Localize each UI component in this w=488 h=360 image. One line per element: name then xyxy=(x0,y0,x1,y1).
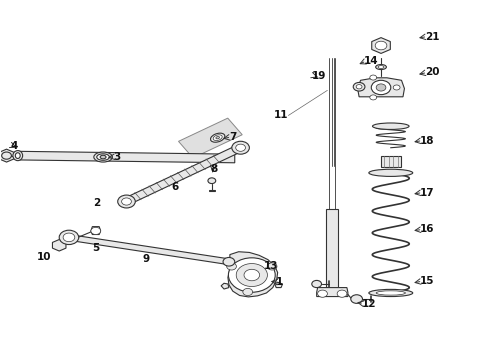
Circle shape xyxy=(375,84,385,91)
Text: 9: 9 xyxy=(142,254,149,264)
Ellipse shape xyxy=(372,123,408,130)
Polygon shape xyxy=(0,149,14,162)
Ellipse shape xyxy=(368,169,412,176)
Circle shape xyxy=(63,233,75,242)
Circle shape xyxy=(226,263,236,270)
Circle shape xyxy=(374,41,386,50)
Polygon shape xyxy=(68,235,229,265)
Bar xyxy=(326,209,337,296)
Text: 21: 21 xyxy=(424,32,439,41)
Text: 17: 17 xyxy=(419,188,434,198)
Circle shape xyxy=(311,280,321,288)
Ellipse shape xyxy=(215,136,219,139)
Circle shape xyxy=(244,269,259,281)
Circle shape xyxy=(231,141,249,154)
Circle shape xyxy=(236,264,267,287)
Text: 20: 20 xyxy=(424,67,439,77)
Circle shape xyxy=(228,258,275,292)
Polygon shape xyxy=(123,145,243,204)
Circle shape xyxy=(118,195,135,208)
Ellipse shape xyxy=(100,155,106,159)
Circle shape xyxy=(350,295,362,303)
Circle shape xyxy=(336,290,346,297)
Text: 12: 12 xyxy=(361,299,375,309)
Circle shape xyxy=(355,85,361,89)
Polygon shape xyxy=(178,118,242,158)
Circle shape xyxy=(266,263,276,270)
Circle shape xyxy=(392,85,399,90)
Bar xyxy=(380,156,400,167)
Circle shape xyxy=(370,80,390,95)
Ellipse shape xyxy=(97,154,109,160)
Circle shape xyxy=(223,257,234,266)
Text: 18: 18 xyxy=(419,136,434,145)
Circle shape xyxy=(369,75,376,80)
Circle shape xyxy=(207,178,215,184)
Circle shape xyxy=(59,230,79,244)
Ellipse shape xyxy=(213,135,222,140)
Ellipse shape xyxy=(377,66,383,68)
Ellipse shape xyxy=(94,152,112,162)
Text: 19: 19 xyxy=(311,71,325,81)
Polygon shape xyxy=(274,282,282,288)
Circle shape xyxy=(317,290,327,297)
Text: 11: 11 xyxy=(273,111,287,121)
Polygon shape xyxy=(52,239,66,251)
Text: 1: 1 xyxy=(276,277,283,287)
Ellipse shape xyxy=(13,150,22,161)
Polygon shape xyxy=(371,38,389,53)
Polygon shape xyxy=(357,78,404,97)
Text: 8: 8 xyxy=(210,164,217,174)
Text: 15: 15 xyxy=(419,276,434,286)
Polygon shape xyxy=(91,226,101,234)
Text: 10: 10 xyxy=(37,252,52,262)
Circle shape xyxy=(235,144,245,151)
Text: 13: 13 xyxy=(264,261,278,271)
Polygon shape xyxy=(316,288,347,297)
Circle shape xyxy=(122,198,131,205)
Ellipse shape xyxy=(210,133,224,142)
Ellipse shape xyxy=(375,64,386,69)
Circle shape xyxy=(369,95,376,100)
Circle shape xyxy=(243,288,252,296)
Polygon shape xyxy=(227,252,277,297)
Ellipse shape xyxy=(15,153,20,158)
Ellipse shape xyxy=(375,291,405,295)
Polygon shape xyxy=(18,151,234,163)
Text: 5: 5 xyxy=(92,243,100,253)
Text: 2: 2 xyxy=(93,198,101,208)
Text: 16: 16 xyxy=(419,225,434,234)
Text: 6: 6 xyxy=(171,182,178,192)
Text: 4: 4 xyxy=(10,141,18,151)
Ellipse shape xyxy=(368,289,412,297)
Text: 3: 3 xyxy=(113,152,120,162)
Text: 14: 14 xyxy=(363,56,378,66)
Text: 7: 7 xyxy=(228,132,236,142)
Circle shape xyxy=(1,152,11,159)
Circle shape xyxy=(352,82,364,91)
Circle shape xyxy=(91,227,101,234)
Polygon shape xyxy=(221,283,228,289)
